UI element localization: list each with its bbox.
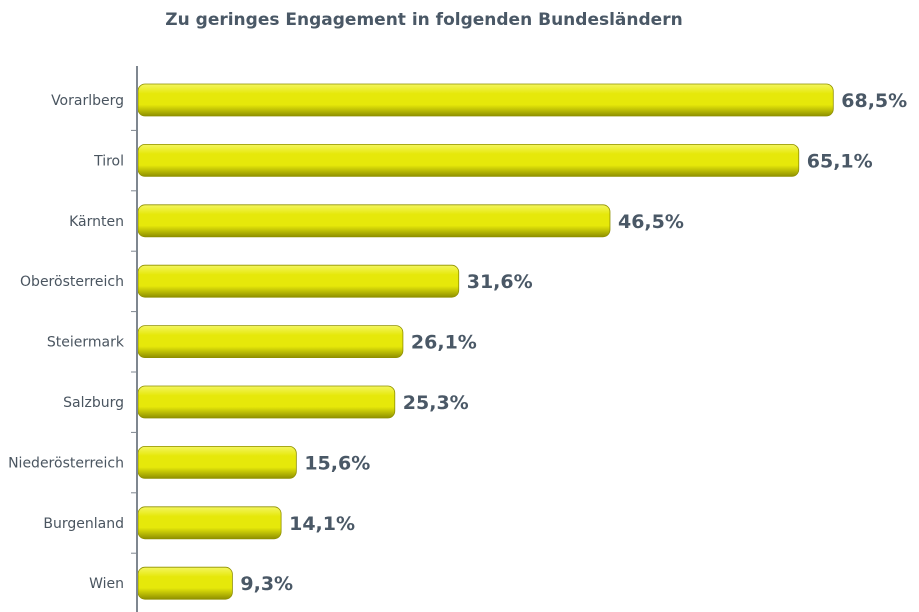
bar-9 [137, 566, 233, 600]
category-label: Kärnten [69, 214, 124, 230]
bar-8 [137, 506, 282, 540]
value-label: 31,6% [467, 271, 533, 293]
bar-6 [137, 385, 396, 419]
value-label: 26,1% [411, 332, 477, 354]
y-axis-ticks [131, 129, 137, 554]
bars-group [137, 83, 834, 600]
category-label: Wien [89, 576, 124, 592]
value-label: 9,3% [240, 573, 293, 595]
category-label: Vorarlberg [51, 93, 124, 109]
value-label: 15,6% [304, 452, 370, 474]
value-label: 68,5% [841, 90, 907, 112]
category-label: Salzburg [63, 395, 124, 411]
category-label: Niederösterreich [8, 455, 124, 471]
category-labels: Vorarlberg Tirol Kärnten Oberösterreich Stei… [8, 93, 125, 592]
value-label: 46,5% [618, 211, 684, 233]
value-labels: 68,5% 65,1% 46,5% 31,6% 26,1% 25,3% 15,6% 14,1%… [240, 90, 907, 595]
bar-7 [137, 445, 297, 479]
bar-1 [137, 83, 834, 117]
bar-3 [137, 204, 611, 238]
chart-title: Zu geringes Engagement in folgenden Bund… [165, 10, 682, 30]
category-label: Oberösterreich [20, 274, 124, 290]
value-label: 65,1% [807, 150, 873, 172]
bar-4 [137, 264, 460, 298]
value-label: 14,1% [289, 513, 355, 535]
category-label: Steiermark [47, 335, 125, 351]
bar-2 [137, 143, 800, 177]
bar-5 [137, 325, 404, 359]
category-label: Tirol [93, 153, 124, 169]
value-label: 25,3% [403, 392, 469, 414]
category-label: Burgenland [43, 516, 124, 532]
